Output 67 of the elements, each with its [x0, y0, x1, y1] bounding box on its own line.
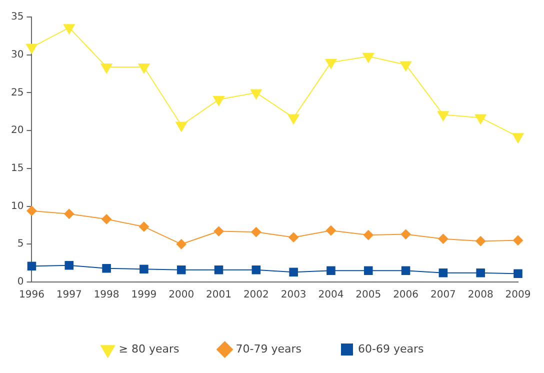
point — [288, 232, 299, 242]
legend-label: 60-69 years — [358, 342, 424, 356]
x-tick-label: 1999 — [131, 290, 157, 301]
x-tick-label: 2002 — [243, 290, 269, 301]
point — [514, 269, 522, 278]
point — [214, 265, 224, 274]
y-tick-label: 35 — [10, 12, 24, 23]
point — [364, 266, 373, 276]
x-tick-label: 1997 — [56, 290, 82, 301]
point — [213, 96, 224, 106]
point — [176, 239, 186, 250]
x-tick-label: 1998 — [94, 290, 120, 301]
point — [438, 234, 448, 244]
point — [512, 133, 524, 144]
point — [325, 58, 337, 69]
point — [401, 266, 410, 276]
point — [140, 264, 148, 274]
x-tick-label: 2001 — [206, 290, 232, 301]
point — [326, 266, 336, 276]
point — [252, 265, 261, 274]
point — [64, 208, 74, 219]
point — [363, 230, 374, 240]
x-tick-label: 2007 — [430, 290, 456, 301]
point — [102, 214, 112, 224]
x-tick-label: 2008 — [468, 290, 494, 301]
x-tick-label: 2006 — [393, 290, 419, 301]
point — [326, 226, 336, 236]
point — [27, 262, 36, 270]
point — [288, 114, 300, 124]
point — [102, 264, 111, 273]
point — [176, 265, 186, 274]
y-tick-label: 15 — [10, 163, 24, 174]
point — [26, 206, 37, 216]
point — [476, 268, 485, 278]
point — [138, 222, 149, 232]
point — [400, 229, 411, 240]
point — [474, 114, 486, 124]
y-tick-label: 25 — [10, 87, 24, 98]
y-tick-label: 10 — [10, 200, 24, 212]
x-tick-label: 2009 — [505, 290, 531, 301]
legend-label: ≥ 80 years — [118, 342, 180, 356]
x-tick-label: 2005 — [356, 290, 382, 301]
x-tick-label: 2000 — [168, 290, 194, 301]
y-tick-label: 20 — [10, 125, 24, 136]
point — [214, 226, 224, 236]
point — [400, 61, 412, 72]
point — [251, 227, 262, 238]
point — [437, 111, 449, 122]
x-tick-label: 2003 — [280, 290, 306, 301]
point — [176, 122, 188, 132]
point — [64, 260, 74, 270]
y-tick-label: 0 — [17, 276, 24, 288]
point — [362, 52, 374, 63]
point — [26, 44, 38, 54]
x-tick-label: 2004 — [318, 290, 344, 301]
point — [513, 235, 523, 246]
legend-label: 70-79 years — [236, 342, 302, 356]
point — [250, 89, 262, 100]
y-tick-label: 5 — [17, 238, 24, 250]
x-tick-label: 1996 — [19, 290, 44, 301]
point — [63, 24, 75, 34]
point — [100, 63, 112, 74]
point — [138, 63, 150, 74]
point — [476, 236, 486, 246]
point — [289, 268, 298, 277]
point — [438, 268, 448, 278]
y-tick-label: 30 — [10, 49, 24, 60]
